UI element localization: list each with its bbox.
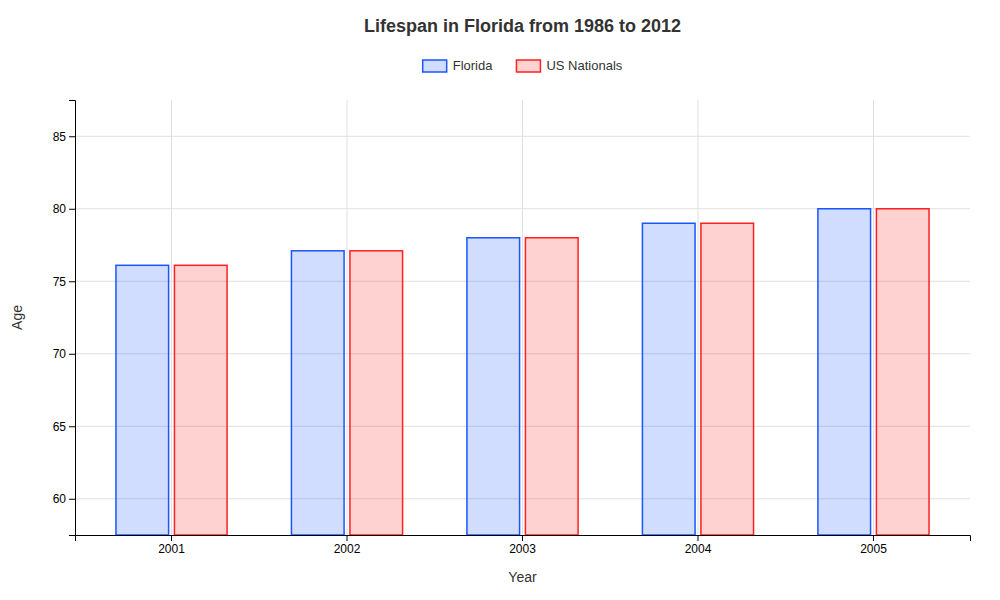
y-tick-mark xyxy=(69,354,75,355)
x-tick-label: 2004 xyxy=(685,542,712,556)
legend-swatch xyxy=(516,60,540,72)
bar-series xyxy=(116,209,871,535)
y-tick-mark xyxy=(69,426,75,427)
y-tick-mark xyxy=(69,209,75,210)
x-axis-title: Year xyxy=(508,569,537,585)
legend-swatch xyxy=(423,60,447,72)
grid-line-x xyxy=(873,100,874,535)
bar xyxy=(525,238,578,535)
y-tick: 60 xyxy=(53,492,75,506)
bar xyxy=(291,251,344,535)
y-tick-label: 85 xyxy=(53,130,67,144)
x-tick: 2005 xyxy=(860,535,887,556)
grid-line-x xyxy=(522,100,523,535)
y-axis: 60 65 70 75 80 85 xyxy=(53,101,76,536)
x-tick-mark xyxy=(347,535,348,541)
bar xyxy=(642,223,695,535)
x-tick-label: 2001 xyxy=(158,542,185,556)
x-tick: 2003 xyxy=(509,535,536,556)
bar xyxy=(467,238,520,535)
x-tick-mark xyxy=(522,535,523,541)
y-tick-label: 70 xyxy=(53,347,67,361)
y-tick: 65 xyxy=(53,420,75,434)
bar xyxy=(701,223,754,535)
bar xyxy=(350,251,403,535)
bar-series xyxy=(174,209,929,535)
x-tick-label: 2002 xyxy=(334,542,361,556)
x-tick-mark xyxy=(697,535,698,541)
legend-label: Florida xyxy=(453,58,494,73)
bar xyxy=(174,265,227,535)
x-axis-line xyxy=(76,536,971,542)
x-tick: 2004 xyxy=(685,535,712,556)
legend-item: Florida xyxy=(423,58,494,73)
grid xyxy=(75,100,970,535)
legend-label: US Nationals xyxy=(546,58,622,73)
x-tick: 2001 xyxy=(158,535,185,556)
grid-line-x xyxy=(347,100,348,535)
y-tick-label: 60 xyxy=(53,492,67,506)
x-axis: 2001 2002 2003 2004 2005 xyxy=(76,535,971,556)
bar xyxy=(818,209,871,535)
y-tick-mark xyxy=(69,499,75,500)
bar xyxy=(876,209,929,535)
x-tick-mark xyxy=(873,535,874,541)
chart-container: 60 65 70 75 80 85 2001 2002 2003 2004 2005 Year Age L… xyxy=(0,0,1000,600)
y-tick-label: 80 xyxy=(53,202,67,216)
legend-item: US Nationals xyxy=(516,58,622,73)
grid-line-x xyxy=(171,100,172,535)
bar xyxy=(116,265,169,535)
y-tick-label: 65 xyxy=(53,420,67,434)
y-tick-mark xyxy=(69,136,75,137)
legend: Florida US Nationals xyxy=(423,58,623,73)
y-tick: 75 xyxy=(53,275,75,289)
chart-svg: 60 65 70 75 80 85 2001 2002 2003 2004 2005 Year Age L… xyxy=(0,0,1000,600)
y-axis-line xyxy=(69,101,76,536)
grid-line-x xyxy=(697,100,698,535)
y-tick: 70 xyxy=(53,347,75,361)
bars xyxy=(116,209,929,535)
x-tick-label: 2005 xyxy=(860,542,887,556)
y-tick: 85 xyxy=(53,130,75,144)
x-tick: 2002 xyxy=(334,535,361,556)
y-axis-title: Age xyxy=(9,305,25,330)
x-tick-label: 2003 xyxy=(509,542,536,556)
y-tick: 80 xyxy=(53,202,75,216)
x-tick-mark xyxy=(171,535,172,541)
y-tick-label: 75 xyxy=(53,275,67,289)
chart-title: Lifespan in Florida from 1986 to 2012 xyxy=(364,16,681,36)
plot-area: 60 65 70 75 80 85 2001 2002 2003 2004 2005 xyxy=(53,100,971,556)
y-tick-mark xyxy=(69,281,75,282)
